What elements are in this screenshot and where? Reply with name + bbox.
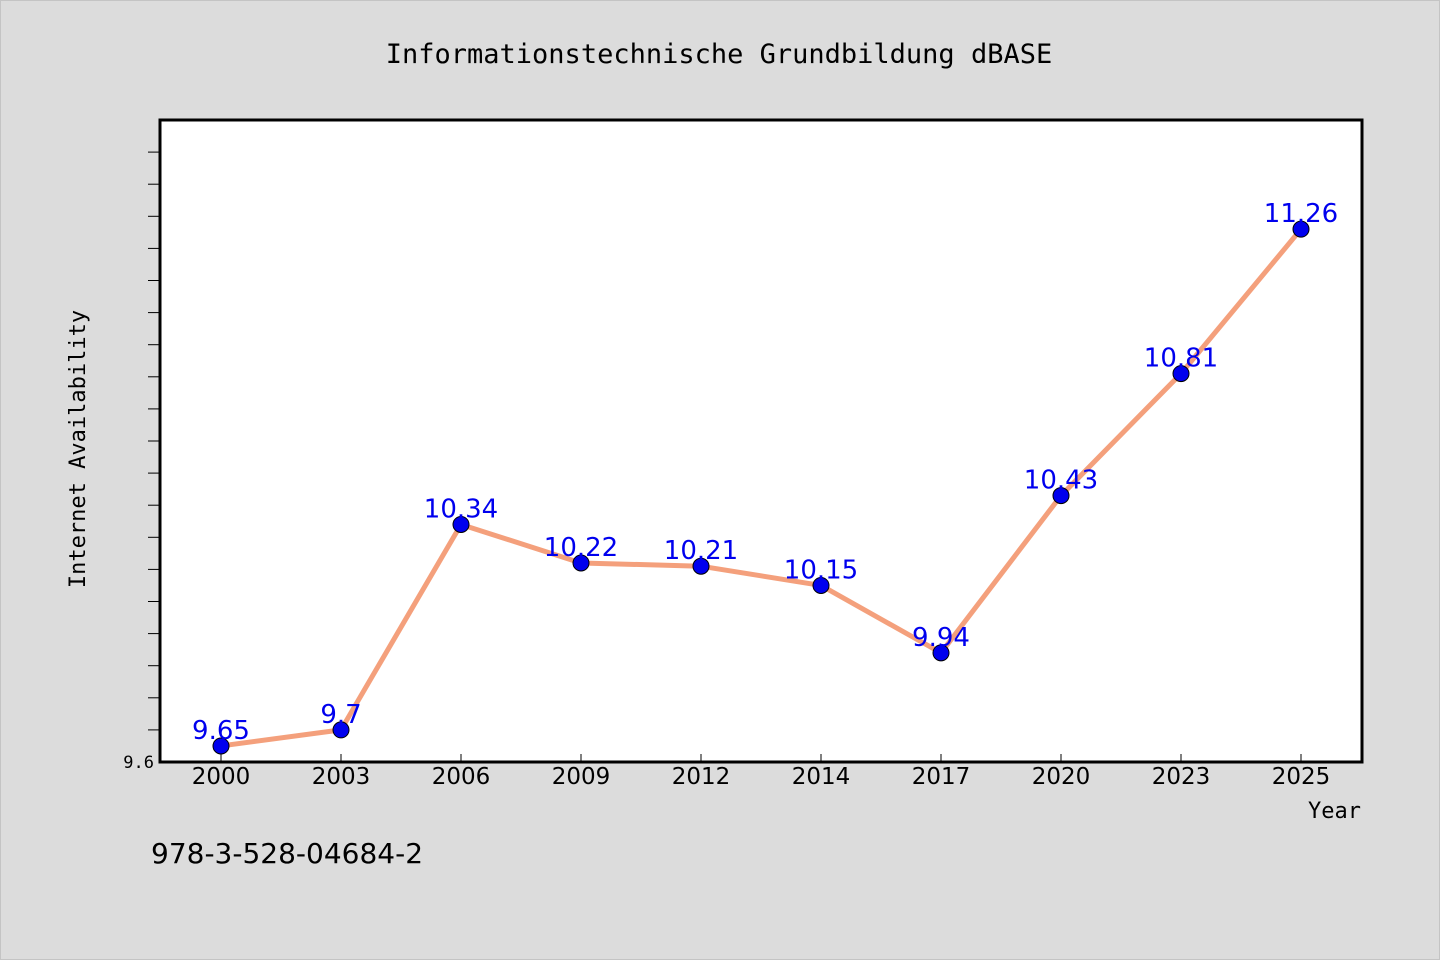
data-point [452, 515, 470, 533]
series-line [218, 226, 1304, 749]
data-label: 9.94 [912, 623, 970, 653]
x-tick-label: 2023 [1152, 764, 1211, 790]
data-label: 9.65 [192, 716, 250, 746]
x-axis-label: Year [1308, 799, 1361, 824]
y-axis-ticks: 9.6 [123, 151, 160, 773]
isbn-text: 978-3-528-04684-2 [151, 837, 423, 870]
x-tick-label: 2009 [552, 764, 611, 790]
data-label: 10.81 [1144, 344, 1218, 374]
x-tick-label: 2006 [432, 764, 491, 790]
data-label: 9.7 [320, 700, 361, 730]
data-label: 10.15 [784, 555, 858, 585]
x-tick-label: 2020 [1032, 764, 1091, 790]
data-point [1052, 487, 1070, 505]
data-label: 10.34 [424, 494, 498, 524]
x-axis-ticks: 2000 2003 2006 2009 2012 2014 2017 2020 2023 2025 [192, 754, 1331, 790]
data-point [212, 737, 230, 755]
x-tick-label: 2017 [912, 764, 971, 790]
data-point [692, 557, 710, 575]
x-tick-label: 2014 [792, 764, 851, 790]
data-point [812, 576, 830, 594]
data-labels: 9.65 9.7 10.34 10.22 10.21 10.15 9.94 10.43 10.8… [192, 199, 1338, 746]
data-point [1292, 220, 1310, 238]
data-label: 11.26 [1264, 199, 1338, 229]
x-tick-label: 2025 [1272, 764, 1331, 790]
y-tick-label: 9.6 [123, 753, 154, 773]
data-label: 10.21 [664, 536, 738, 566]
data-point [572, 554, 590, 572]
data-label: 10.22 [544, 533, 618, 563]
data-point [932, 644, 950, 662]
data-point [332, 721, 350, 739]
x-tick-label: 2000 [192, 764, 251, 790]
y-axis-label: Internet Availability [66, 310, 91, 588]
data-point [1172, 365, 1190, 383]
x-tick-label: 2012 [672, 764, 731, 790]
x-tick-label: 2003 [312, 764, 371, 790]
data-markers [212, 220, 1310, 755]
data-label: 10.43 [1024, 466, 1098, 496]
chart-title: Informationstechnische Grundbildung dBAS… [386, 39, 1052, 70]
plot-area [158, 118, 1364, 764]
